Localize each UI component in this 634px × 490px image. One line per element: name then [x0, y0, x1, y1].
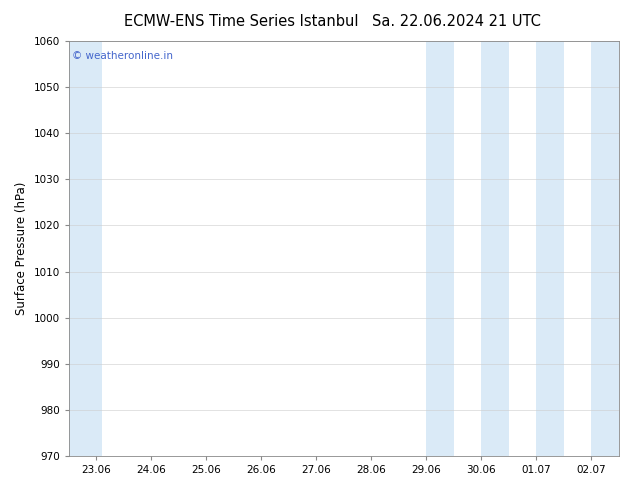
Bar: [481, 41, 509, 456]
Text: © weatheronline.in: © weatheronline.in: [72, 51, 172, 61]
Y-axis label: Surface Pressure (hPa): Surface Pressure (hPa): [15, 182, 28, 315]
Bar: [427, 41, 454, 456]
Text: ECMW-ENS Time Series Istanbul: ECMW-ENS Time Series Istanbul: [124, 14, 358, 29]
Bar: [536, 41, 564, 456]
Text: Sa. 22.06.2024 21 UTC: Sa. 22.06.2024 21 UTC: [372, 14, 541, 29]
Bar: [69, 41, 102, 456]
Bar: [592, 41, 619, 456]
